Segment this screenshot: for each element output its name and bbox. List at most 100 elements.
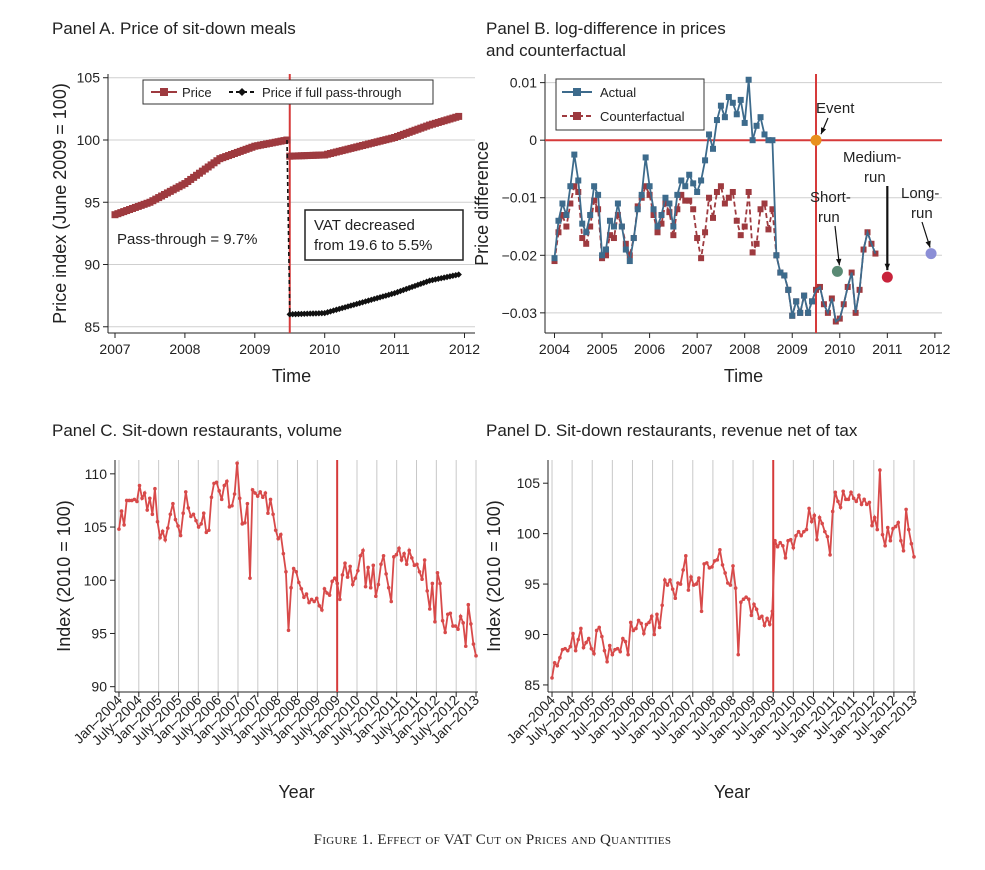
actual-point	[785, 286, 792, 293]
panel-a-ytick-label: 90	[84, 257, 100, 273]
panel-d-point	[728, 583, 733, 587]
panel-d-point	[626, 652, 630, 657]
actual-point	[575, 177, 582, 184]
panel-d-point	[872, 515, 877, 520]
short-run-arrow	[834, 225, 840, 266]
actual-point	[797, 309, 804, 316]
actual-point	[658, 212, 665, 219]
panel-c-point	[183, 490, 188, 494]
panel-d-point	[757, 616, 762, 621]
panel-c-point	[289, 585, 293, 590]
panel-d-point	[885, 525, 890, 530]
actual-point	[809, 298, 816, 305]
panel-d-point	[825, 534, 830, 539]
panel-c-point	[384, 572, 388, 576]
panel-d-point	[618, 649, 623, 654]
panel-d-point	[883, 543, 887, 548]
counterfactual-point	[567, 200, 574, 207]
panel-d-point	[796, 529, 801, 534]
panel-b-chart: 0.01 0 −0.01 −0.02 −0.03 2004 2005 2006 2007 2008…	[472, 74, 951, 386]
panel-d-point	[799, 533, 804, 538]
panel-d-point	[893, 524, 898, 529]
panel-c-point	[137, 483, 142, 488]
counterfactual-point	[686, 197, 693, 204]
panel-b-xtick-label: 2010	[824, 341, 855, 357]
panel-d-point	[623, 639, 628, 644]
panel-c-ytick-label: 100	[84, 572, 108, 588]
panel-c-point	[117, 527, 121, 531]
panel-d-point	[602, 648, 607, 653]
panel-c-point	[394, 552, 399, 557]
panel-c-point	[243, 520, 247, 525]
actual-point	[713, 117, 720, 124]
panel-a-legend: Price Price if full pass-through	[142, 79, 434, 105]
panel-d-point	[744, 595, 748, 599]
passthrough-point	[455, 271, 462, 278]
panel-c-point	[325, 591, 329, 595]
legend-actual-marker	[573, 88, 581, 96]
panel-d-point	[859, 502, 864, 507]
panel-d-ytick-label: 90	[524, 627, 540, 643]
panel-d-point	[862, 497, 866, 502]
panel-c-point	[448, 611, 453, 616]
actual-point	[670, 223, 677, 230]
panel-d-point	[589, 646, 594, 651]
panel-a-xtick-label: 2012	[449, 341, 480, 357]
panel-d-point	[597, 625, 602, 630]
panel-c-point	[466, 602, 471, 607]
panel-d-point	[849, 490, 853, 495]
panel-c-point	[186, 506, 191, 510]
panel-c-point	[294, 569, 299, 574]
actual-point	[801, 292, 808, 299]
legend-actual-label: Actual	[600, 85, 636, 100]
counterfactual-point	[713, 188, 720, 195]
counterfactual-point	[587, 223, 594, 230]
panel-d-point	[628, 620, 633, 625]
panel-d-point	[594, 628, 599, 633]
panel-c-point	[374, 594, 378, 599]
actual-point	[729, 99, 736, 106]
panel-c-point	[132, 497, 137, 502]
actual-line	[553, 79, 877, 324]
panel-d-point	[697, 576, 701, 580]
panel-c-point	[261, 495, 265, 500]
actual-point	[563, 212, 570, 219]
panel-c-point	[422, 558, 427, 562]
panel-a-ytick-label: 85	[84, 319, 100, 335]
panel-c-point	[440, 618, 445, 623]
counterfactual-point	[595, 206, 602, 213]
actual-point	[749, 137, 756, 144]
panel-d-point	[891, 526, 895, 531]
panel-d-xlabel: Year	[714, 782, 750, 802]
panel-b-ytick-label: −0.01	[502, 190, 538, 206]
panel-c-point	[340, 573, 345, 577]
panel-c-point	[204, 530, 209, 535]
panel-c-ylabel: Index (2010 = 100)	[54, 500, 74, 652]
panel-d-point	[573, 648, 578, 653]
medium-run-point	[881, 271, 893, 283]
counterfactual-point	[749, 249, 756, 256]
legend-passthrough-marker	[238, 88, 246, 96]
counterfactual-point	[682, 197, 689, 204]
panel-d-point	[668, 578, 672, 582]
panel-a-title: Panel A. Price of sit-down meals	[52, 19, 296, 38]
panel-d-point	[809, 519, 814, 524]
panel-c-point	[119, 509, 124, 513]
panel-d-point	[749, 613, 754, 618]
panel-b-xtick-label: 2006	[634, 341, 665, 357]
panel-c-point	[248, 576, 252, 580]
panel-d-point	[555, 663, 560, 668]
panel-d-point	[665, 583, 670, 587]
panel-c-point	[124, 498, 129, 503]
panel-c-point	[469, 622, 473, 626]
panel-d-point	[807, 506, 811, 511]
panel-d-point	[586, 636, 591, 641]
counterfactual-point	[579, 235, 586, 242]
panel-d-point	[581, 645, 586, 650]
panel-c-point	[309, 597, 314, 602]
actual-point	[662, 194, 669, 201]
actual-point	[777, 269, 784, 276]
long-run-arrow-head	[925, 240, 931, 248]
actual-point	[642, 154, 649, 161]
panel-c-point	[127, 498, 132, 503]
